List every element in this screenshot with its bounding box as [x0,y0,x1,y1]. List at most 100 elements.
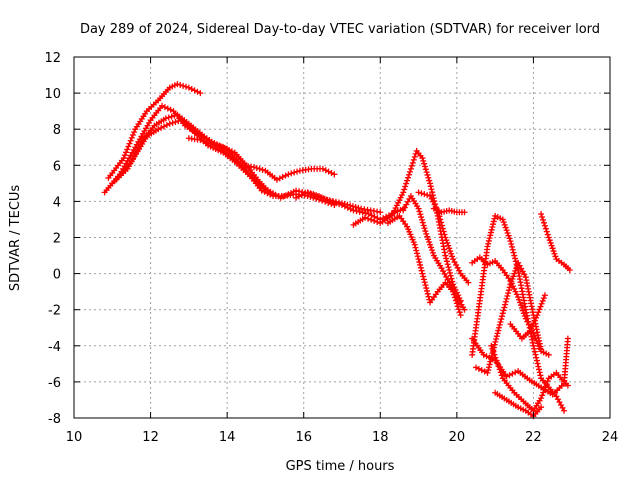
data-point [401,186,408,193]
data-point [377,209,384,216]
data-point [448,250,455,257]
data-point [504,229,511,236]
data-point [418,267,425,274]
data-point [442,234,449,241]
data-point [495,327,502,334]
data-point [426,239,433,246]
data-point [530,320,537,327]
data-point [256,165,263,172]
data-point [420,157,427,164]
data-point [266,189,273,196]
data-point [526,328,533,335]
data-point [489,223,496,230]
data-point [417,211,424,218]
data-point [456,309,463,316]
data-point [537,303,544,310]
data-point [129,131,136,138]
data-point [446,266,453,273]
y-tick-label: -4 [48,340,61,355]
data-point [419,219,426,226]
data-point [371,217,378,224]
data-point [494,330,501,337]
data-point [547,239,554,246]
data-point [473,364,479,371]
data-point [530,342,537,349]
data-point [128,134,135,141]
series-arc2 [105,81,204,181]
data-point [285,171,292,178]
data-point [197,90,204,97]
data-point [174,81,181,88]
data-point [443,258,450,265]
data-point [492,338,499,345]
data-point [310,191,317,198]
data-point [484,243,491,250]
data-point [417,264,424,271]
data-point [353,208,360,215]
data-point [411,241,418,248]
data-point [374,218,381,225]
data-point [171,112,178,119]
data-point [538,300,545,307]
data-point [424,233,431,240]
data-point [425,236,432,243]
data-point [498,372,505,379]
data-point [505,290,512,297]
data-point [208,140,215,147]
data-point [497,369,504,376]
data-point [294,168,301,175]
data-point [322,167,329,174]
data-point [510,249,517,256]
data-point [493,357,500,364]
data-point [350,207,357,214]
data-point [487,232,494,239]
data-point [508,278,515,285]
data-point [535,363,542,370]
data-point [428,247,435,254]
data-point [496,321,503,328]
data-point [499,313,506,320]
data-point [507,238,514,245]
data-point [217,143,224,150]
data-point [519,307,526,314]
series-line [104,104,335,206]
data-point [512,369,519,376]
data-point [508,240,515,247]
data-point [540,295,547,302]
data-point [549,245,556,252]
data-point [319,165,326,172]
data-point [453,300,460,307]
data-point [422,282,429,289]
data-point [499,216,506,223]
data-point [293,194,300,201]
data-point [533,354,540,361]
data-point [423,285,430,292]
y-tick-label: -2 [48,304,61,319]
data-point [501,221,508,228]
y-axis-label: SDTVAR / TECUs [8,185,23,292]
data-point [175,118,182,125]
series-arc11 [430,205,468,216]
data-point [188,86,195,93]
y-tick-label: 4 [53,195,61,210]
data-point [502,298,509,305]
grid [74,57,610,418]
series-arc5 [185,135,273,196]
data-point [307,190,314,197]
data-point [440,228,447,235]
data-point [518,304,525,311]
series-arc9 [400,192,468,313]
data-point [412,244,419,251]
data-point [125,143,132,150]
data-point [531,345,538,352]
data-point [564,335,571,342]
data-point [488,352,495,359]
data-point [282,172,289,179]
data-point [427,180,434,187]
data-point [406,168,413,175]
data-point [296,188,303,195]
data-point [169,119,176,126]
y-tick-label: 10 [44,87,61,102]
data-point [540,389,547,396]
